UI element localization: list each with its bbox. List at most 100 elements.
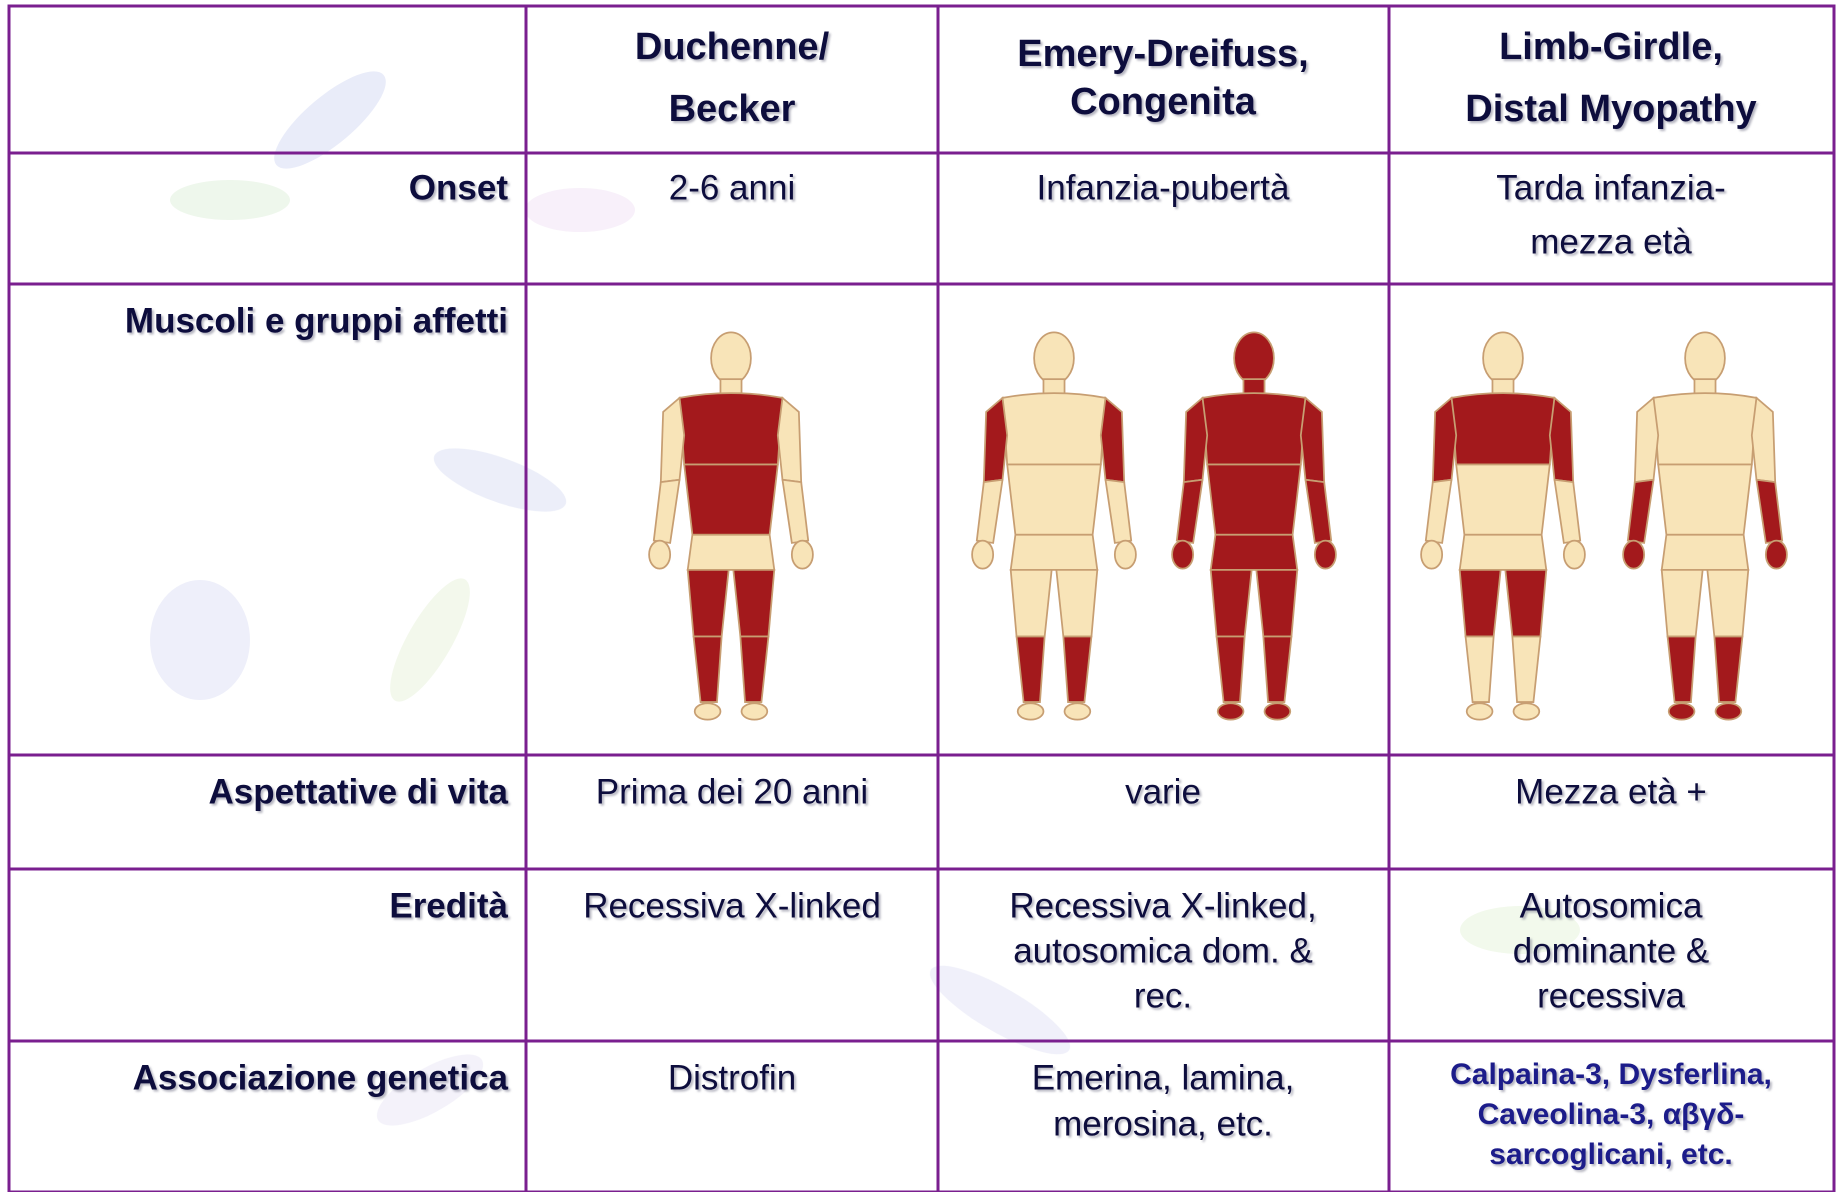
body-figure — [971, 331, 1137, 721]
body-part — [1667, 702, 1696, 721]
column-header: Duchenne/ — [635, 26, 830, 68]
column-header: Distal Myopathy — [1465, 88, 1756, 130]
body-part — [1553, 478, 1582, 544]
body-part — [1562, 539, 1586, 570]
body-figure — [1622, 331, 1788, 721]
body-part — [1262, 635, 1293, 703]
body-part — [686, 568, 730, 638]
cell-text: dominante & — [1513, 931, 1710, 970]
body-part — [982, 396, 1009, 484]
body-part — [739, 635, 770, 703]
body-part — [790, 539, 814, 570]
body-part — [732, 568, 776, 638]
body-part — [1706, 568, 1750, 638]
cell-text: 2-6 anni — [669, 168, 795, 207]
background-decoration — [150, 71, 1580, 1126]
body-part — [1482, 331, 1524, 385]
body-part — [1062, 635, 1093, 703]
body-part — [1299, 396, 1326, 484]
body-part — [971, 539, 995, 570]
body-part — [1424, 478, 1453, 544]
body-part — [1055, 568, 1099, 638]
body-part — [1104, 478, 1133, 544]
column-header: Emery-Dreifuss, — [1017, 33, 1308, 75]
body-part — [1006, 463, 1102, 536]
body-part — [1209, 533, 1299, 571]
body-part — [1009, 568, 1053, 638]
cell-text: Calpaina-3, Dysferlina, — [1450, 1058, 1772, 1091]
cell-text: rec. — [1134, 976, 1192, 1015]
cell-text: Emerina, lamina, — [1032, 1058, 1295, 1097]
body-part — [1660, 533, 1750, 571]
cell-text: Distrofin — [668, 1058, 796, 1097]
body-figure — [1420, 331, 1586, 721]
body-part — [1099, 396, 1126, 484]
cell-text: Recessiva X-linked — [583, 886, 881, 925]
table-grid — [7, 4, 1836, 1192]
cell-text: sarcoglicani, etc. — [1489, 1138, 1732, 1171]
body-part — [1714, 702, 1743, 721]
body-part — [1458, 533, 1548, 571]
body-part — [1626, 478, 1655, 544]
body-part — [686, 533, 776, 571]
body-part — [1764, 539, 1788, 570]
body-part — [740, 702, 769, 721]
body-part — [1622, 539, 1646, 570]
body-part — [1233, 331, 1275, 385]
body-part — [776, 396, 803, 484]
body-part — [1455, 463, 1551, 536]
body-part — [1464, 635, 1495, 703]
body-part — [1015, 635, 1046, 703]
cell-text: Mezza età + — [1515, 772, 1707, 811]
body-part — [692, 635, 723, 703]
body-part — [1175, 478, 1204, 544]
body-figure — [648, 331, 814, 721]
body-part — [1206, 463, 1302, 536]
cell-text: varie — [1125, 772, 1201, 811]
cell-text: autosomica dom. & — [1013, 931, 1313, 970]
body-part — [683, 463, 779, 536]
body-part — [1263, 702, 1292, 721]
body-part — [781, 478, 810, 544]
body-part — [1304, 478, 1333, 544]
column-header: Congenita — [1070, 81, 1257, 123]
body-part — [1657, 463, 1753, 536]
cell-text: Caveolina-3, αβγδ- — [1478, 1098, 1745, 1131]
body-part — [1209, 568, 1253, 638]
body-part — [693, 702, 722, 721]
body-part — [1016, 702, 1045, 721]
body-part — [1633, 396, 1660, 484]
body-part — [1511, 635, 1542, 703]
cell-text: mezza età — [1530, 222, 1692, 261]
body-part — [1009, 533, 1099, 571]
body-part — [1182, 396, 1209, 484]
body-part — [1660, 568, 1704, 638]
body-figure — [1171, 331, 1337, 721]
cell-text: Infanzia-pubertà — [1037, 168, 1290, 207]
body-part — [1666, 635, 1697, 703]
body-part — [1750, 396, 1777, 484]
body-part — [710, 331, 752, 385]
row-label: Eredità — [389, 886, 508, 925]
column-header: Becker — [669, 88, 796, 130]
cell-text: Autosomica — [1520, 886, 1703, 925]
column-header: Limb-Girdle, — [1499, 26, 1723, 68]
body-part — [1063, 702, 1092, 721]
body-part — [1033, 331, 1075, 385]
body-part — [1458, 568, 1502, 638]
table-text: Duchenne/Becker Emery-Dreifuss, Congenita L… — [125, 26, 1772, 1171]
row-label: Aspettative di vita — [208, 772, 508, 811]
body-part — [1313, 539, 1337, 570]
body-part — [1431, 396, 1458, 484]
body-part — [1512, 702, 1541, 721]
body-part — [1201, 392, 1307, 466]
body-part — [1420, 539, 1444, 570]
body-part — [1465, 702, 1494, 721]
body-part — [975, 478, 1004, 544]
cell-text: Recessiva X-linked, — [1009, 886, 1316, 925]
body-part — [1215, 635, 1246, 703]
body-part — [678, 392, 784, 466]
cell-text: recessiva — [1537, 976, 1685, 1015]
body-part — [1504, 568, 1548, 638]
cell-text: Prima dei 20 anni — [596, 772, 868, 811]
